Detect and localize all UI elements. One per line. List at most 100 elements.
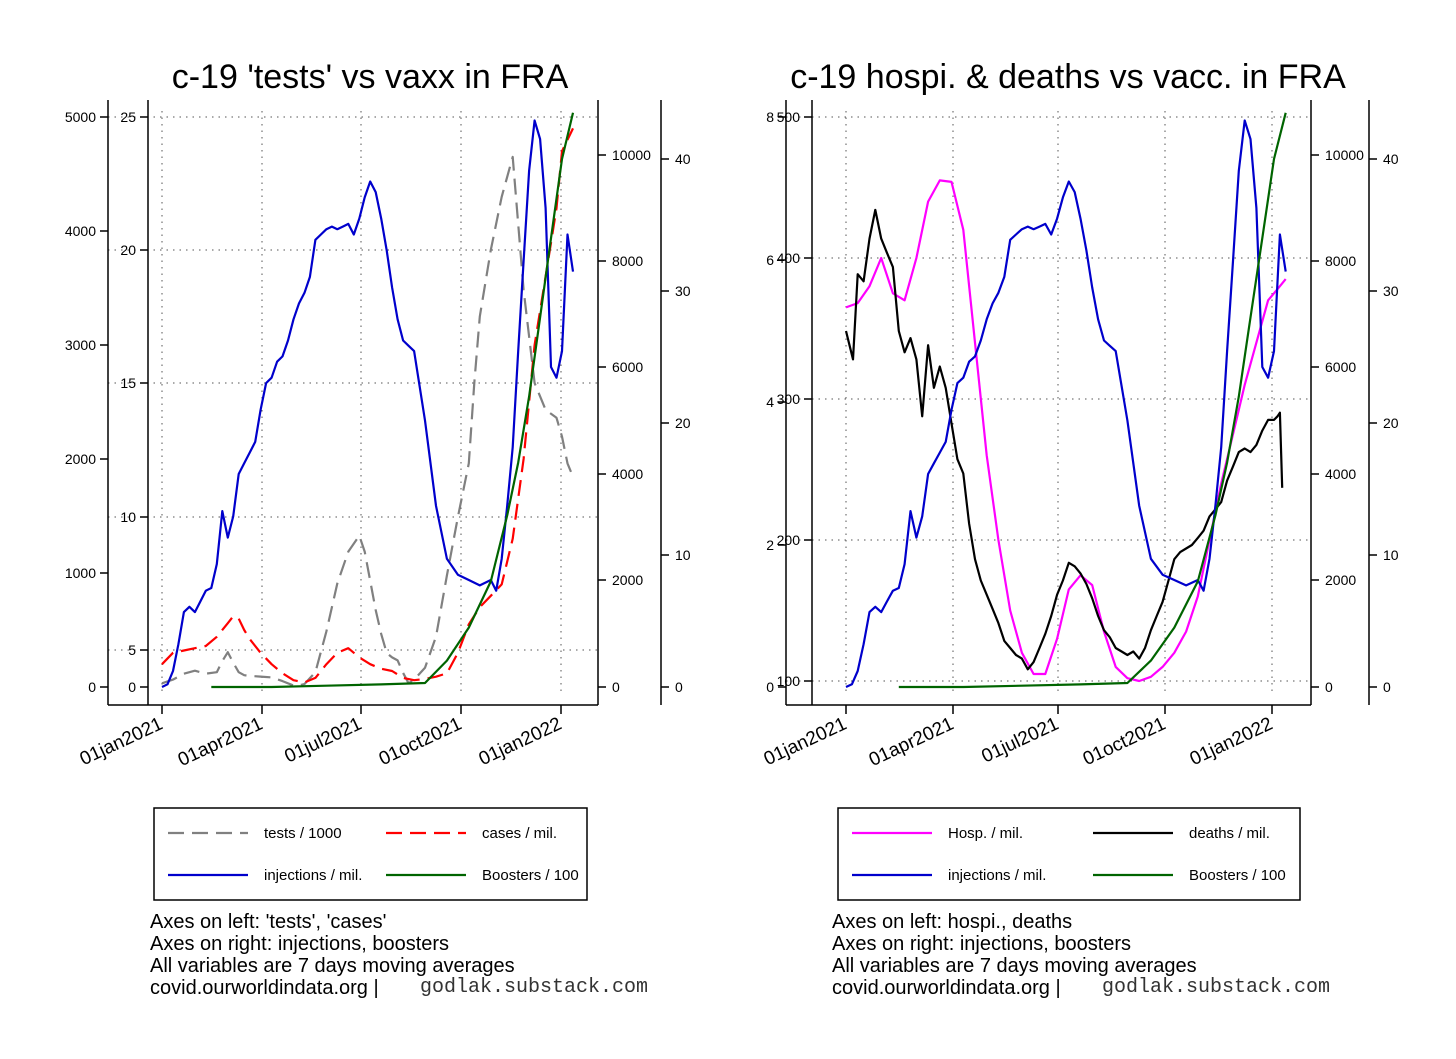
x-tick-label: 01oct2021 xyxy=(1080,713,1169,770)
y-tick-label: 10 xyxy=(120,509,136,525)
y-tick-label: 4000 xyxy=(612,466,643,482)
legend-label: tests / 1000 xyxy=(264,825,342,842)
series-line-injections-mil xyxy=(161,119,575,688)
legend-box xyxy=(153,807,588,901)
y-tick-label: 20 xyxy=(120,242,136,258)
series-line-boosters-100 xyxy=(898,112,1287,689)
y-tick-label: 1000 xyxy=(65,565,96,581)
footnote-line: Axes on right: injections, boosters xyxy=(150,933,449,955)
y-tick-label: 8 xyxy=(766,109,774,125)
y-tick-label: 4000 xyxy=(1325,466,1356,482)
gridlines xyxy=(108,111,598,693)
y-tick-label: 4000 xyxy=(65,223,96,239)
y-axis-right-inner: 0 2000 4000 6000 8000 10000 xyxy=(1310,100,1364,705)
y-tick-label: 6000 xyxy=(1325,359,1356,375)
legend-label: Boosters / 100 xyxy=(1189,867,1286,884)
legend: Hosp. / mil. deaths / mil. injections / mi… xyxy=(837,807,1301,901)
y-tick-label: 3000 xyxy=(65,337,96,353)
series-line-cases-mil xyxy=(161,127,574,684)
y-tick-label: 0 xyxy=(88,679,96,695)
y-tick-label: 0 xyxy=(1383,679,1391,695)
y-tick-label: 0 xyxy=(128,679,136,695)
y-tick-label: 6 xyxy=(766,252,774,268)
y-tick-label: 15 xyxy=(120,375,136,391)
y-tick-label: 20 xyxy=(1383,415,1399,431)
y-tick-label: 300 xyxy=(777,391,801,407)
x-tick-label: 01apr2021 xyxy=(175,713,266,770)
footnote-site: godlak.substack.com xyxy=(420,976,648,999)
y-tick-label: 0 xyxy=(1325,679,1333,695)
y-tick-label: 6000 xyxy=(612,359,643,375)
legend: tests / 1000 cases / mil. injections / mil… xyxy=(153,807,588,901)
x-axis: 01jan2021 01apr2021 01jul2021 01oct2021 01ja… xyxy=(77,704,598,771)
footnote-line: Axes on left: 'tests', 'cases' xyxy=(150,911,386,933)
y-tick-label: 0 xyxy=(675,679,683,695)
x-tick-label: 01jul2021 xyxy=(282,713,366,767)
y-axis-right-outer: 0 10 20 30 40 xyxy=(660,100,691,705)
x-axis: 01jan2021 01apr2021 01jul2021 01oct2021 01ja… xyxy=(761,704,1311,771)
y-tick-label: 100 xyxy=(777,673,801,689)
x-tick-label: 01jan2022 xyxy=(1187,713,1276,770)
footnote-line: All variables are 7 days moving averages xyxy=(832,955,1197,977)
series-line-tests-1000 xyxy=(161,155,575,687)
y-tick-label: 400 xyxy=(777,250,801,266)
x-tick-label: 01oct2021 xyxy=(376,713,465,770)
y-tick-label: 2000 xyxy=(612,572,643,588)
y-tick-label: 0 xyxy=(612,679,620,695)
y-axis-left-inner: 100 200 300 400 500 xyxy=(777,100,813,705)
footnote-source: covid.ourworldindata.org | xyxy=(150,977,379,999)
y-tick-label: 2000 xyxy=(65,451,96,467)
series-group xyxy=(161,112,575,689)
series-line-injections-mil xyxy=(845,119,1287,689)
y-tick-label: 500 xyxy=(777,109,801,125)
y-axis-right-inner: 0 2000 4000 6000 8000 10000 xyxy=(597,100,651,705)
series-line-boosters-100 xyxy=(211,112,575,689)
y-axis-left-inner: 0 5 10 15 20 25 xyxy=(120,100,149,705)
y-tick-label: 4 xyxy=(766,394,774,410)
legend-label: cases / mil. xyxy=(482,825,557,842)
chart-title: c-19 hospi. & deaths vs vacc. in FRA xyxy=(790,58,1346,96)
y-tick-label: 10 xyxy=(1383,547,1399,563)
y-tick-label: 5 xyxy=(128,642,136,658)
x-tick-label: 01jul2021 xyxy=(979,713,1063,767)
legend-label: Hosp. / mil. xyxy=(948,825,1023,842)
footnote-line: Axes on right: injections, boosters xyxy=(832,933,1131,955)
y-tick-label: 0 xyxy=(766,679,774,695)
y-tick-label: 30 xyxy=(675,283,691,299)
gridlines xyxy=(786,111,1311,693)
chart-panel-2: c-19 hospi. & deaths vs vacc. in FRA 0 2 4 6… xyxy=(761,58,1399,999)
y-tick-label: 40 xyxy=(1383,151,1399,167)
footnote-site: godlak.substack.com xyxy=(1102,976,1330,999)
y-axis-left-outer: 0 2 4 6 8 xyxy=(766,100,787,705)
chart-title: c-19 'tests' vs vaxx in FRA xyxy=(172,58,569,96)
y-tick-label: 5000 xyxy=(65,109,96,125)
chart-panel-1: c-19 'tests' vs vaxx in FRA0100020003000… xyxy=(65,58,691,999)
legend-label: Boosters / 100 xyxy=(482,867,579,884)
legend-box xyxy=(837,807,1301,901)
y-axis-left-outer: 0 1000 2000 3000 4000 5000 xyxy=(65,100,109,705)
y-tick-label: 200 xyxy=(777,532,801,548)
x-tick-label: 01jan2021 xyxy=(761,713,850,770)
legend-label: injections / mil. xyxy=(264,867,362,884)
y-tick-label: 2 xyxy=(766,537,774,553)
footnote-line: All variables are 7 days moving averages xyxy=(150,955,515,977)
y-axis-right-outer: 0 10 20 30 40 xyxy=(1368,100,1399,705)
y-tick-label: 30 xyxy=(1383,283,1399,299)
y-tick-label: 40 xyxy=(675,151,691,167)
x-tick-label: 01apr2021 xyxy=(866,713,957,770)
y-tick-label: 8000 xyxy=(612,253,643,269)
y-tick-label: 25 xyxy=(120,109,136,125)
footnotes: Axes on left: 'tests', 'cases'Axes on ri… xyxy=(150,911,648,999)
y-tick-label: 8000 xyxy=(1325,253,1356,269)
y-tick-label: 10000 xyxy=(1325,147,1364,163)
y-tick-label: 10000 xyxy=(612,147,651,163)
x-tick-label: 01jan2021 xyxy=(77,713,166,770)
x-tick-label: 01jan2022 xyxy=(476,713,565,770)
series-group xyxy=(844,112,1287,689)
legend-label: deaths / mil. xyxy=(1189,825,1270,842)
y-tick-label: 10 xyxy=(675,547,691,563)
y-tick-label: 2000 xyxy=(1325,572,1356,588)
legend-label: injections / mil. xyxy=(948,867,1046,884)
